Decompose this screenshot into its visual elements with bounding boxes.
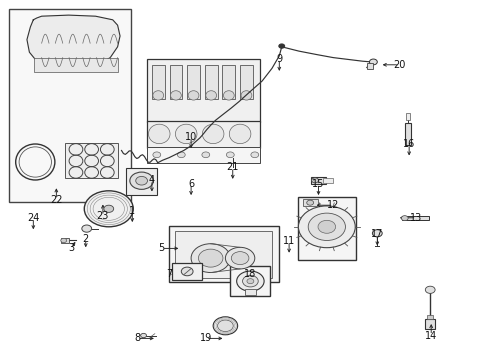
- Bar: [170, 65, 182, 99]
- Circle shape: [369, 59, 377, 65]
- Ellipse shape: [153, 91, 164, 100]
- Circle shape: [225, 247, 255, 269]
- Bar: [147, 121, 260, 148]
- Bar: [126, 168, 157, 195]
- Text: 4: 4: [149, 175, 155, 185]
- Text: 15: 15: [312, 179, 325, 189]
- Bar: [61, 238, 69, 243]
- Text: 8: 8: [134, 333, 140, 343]
- Text: 6: 6: [188, 179, 194, 189]
- Text: 19: 19: [200, 333, 212, 343]
- Bar: [425, 319, 435, 329]
- Bar: [175, 231, 272, 278]
- Text: 18: 18: [244, 269, 256, 279]
- Circle shape: [243, 275, 258, 287]
- Circle shape: [318, 220, 336, 233]
- Circle shape: [401, 216, 408, 221]
- Ellipse shape: [229, 124, 251, 144]
- Polygon shape: [27, 15, 120, 68]
- Text: 11: 11: [283, 236, 295, 246]
- Text: 14: 14: [425, 330, 437, 341]
- Bar: [240, 65, 253, 99]
- Ellipse shape: [188, 91, 199, 100]
- Text: 16: 16: [403, 139, 415, 149]
- Circle shape: [218, 320, 233, 332]
- Circle shape: [308, 213, 345, 240]
- Text: 1: 1: [129, 206, 135, 216]
- Bar: [303, 199, 318, 206]
- Circle shape: [231, 252, 249, 265]
- Ellipse shape: [202, 124, 224, 144]
- Circle shape: [247, 279, 254, 284]
- Circle shape: [298, 206, 355, 248]
- Circle shape: [177, 152, 185, 158]
- Circle shape: [279, 44, 285, 48]
- Text: 21: 21: [226, 162, 239, 172]
- Bar: [405, 123, 411, 145]
- Text: 17: 17: [371, 229, 384, 239]
- Circle shape: [307, 200, 314, 205]
- Ellipse shape: [171, 91, 181, 100]
- Text: 3: 3: [68, 243, 74, 253]
- Circle shape: [84, 191, 133, 227]
- Bar: [298, 197, 356, 260]
- Text: 2: 2: [83, 234, 89, 244]
- Bar: [147, 147, 260, 163]
- Circle shape: [213, 317, 238, 335]
- Ellipse shape: [175, 124, 197, 144]
- Text: 12: 12: [327, 200, 340, 210]
- Bar: [245, 289, 256, 295]
- Circle shape: [82, 225, 92, 232]
- Bar: [323, 178, 333, 183]
- Ellipse shape: [148, 124, 170, 144]
- Circle shape: [61, 238, 67, 243]
- Circle shape: [191, 244, 230, 273]
- Bar: [367, 63, 373, 69]
- Text: 5: 5: [159, 243, 165, 253]
- Text: 20: 20: [393, 60, 406, 70]
- Bar: [230, 266, 270, 296]
- Circle shape: [153, 152, 161, 158]
- Bar: [147, 59, 260, 122]
- Circle shape: [181, 267, 193, 276]
- Text: 13: 13: [411, 213, 422, 223]
- Bar: [9, 9, 131, 202]
- Circle shape: [202, 152, 210, 158]
- Circle shape: [237, 271, 264, 291]
- Ellipse shape: [223, 91, 234, 100]
- Ellipse shape: [206, 91, 217, 100]
- Circle shape: [226, 152, 234, 158]
- Text: 10: 10: [185, 132, 197, 142]
- Circle shape: [141, 333, 147, 338]
- Bar: [169, 226, 279, 282]
- Text: 23: 23: [97, 211, 109, 221]
- Ellipse shape: [241, 91, 252, 100]
- Circle shape: [136, 176, 147, 185]
- Text: 9: 9: [276, 54, 282, 64]
- Bar: [427, 315, 433, 319]
- Circle shape: [104, 205, 114, 212]
- Bar: [406, 113, 410, 120]
- Circle shape: [372, 230, 382, 237]
- Bar: [205, 65, 218, 99]
- Text: 22: 22: [50, 195, 63, 205]
- Bar: [172, 263, 202, 280]
- Bar: [222, 65, 235, 99]
- Bar: [187, 65, 200, 99]
- Bar: [402, 216, 429, 220]
- Text: 7: 7: [166, 269, 172, 279]
- Bar: [311, 177, 326, 184]
- Circle shape: [312, 178, 318, 183]
- Circle shape: [130, 172, 153, 189]
- Circle shape: [251, 152, 259, 158]
- Bar: [65, 143, 118, 178]
- Circle shape: [425, 286, 435, 293]
- Bar: [34, 58, 118, 72]
- Text: 24: 24: [27, 213, 40, 223]
- Circle shape: [198, 249, 223, 267]
- Bar: [152, 65, 165, 99]
